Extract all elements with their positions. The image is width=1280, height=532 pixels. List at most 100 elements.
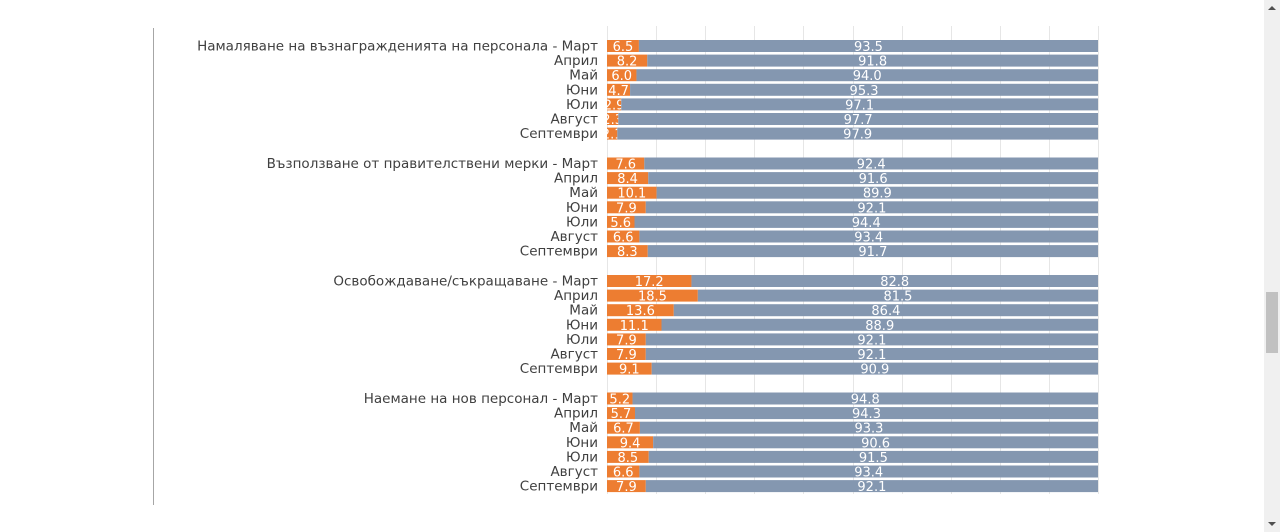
bar-segment-orange xyxy=(607,83,631,96)
data-label: 9.4 xyxy=(620,436,641,451)
data-label: 92.1 xyxy=(857,480,886,495)
bar-segment-blue xyxy=(645,480,1098,493)
category-label: Август xyxy=(550,464,598,480)
bar-segment-orange xyxy=(607,245,648,258)
category-label: Август xyxy=(550,112,598,128)
scroll-thumb[interactable] xyxy=(1266,292,1278,353)
vertical-scrollbar[interactable] xyxy=(1264,0,1280,532)
category-label: Април xyxy=(554,406,598,422)
bar-segment-orange xyxy=(607,69,637,82)
data-label: 6.6 xyxy=(613,466,634,481)
data-label: 90.6 xyxy=(861,436,890,451)
bar-segment-orange xyxy=(607,215,635,228)
category-label: Юни xyxy=(566,82,598,98)
bar-segment-orange xyxy=(607,113,619,125)
data-label: 8.4 xyxy=(617,172,638,187)
data-label: 4.7 xyxy=(608,84,629,99)
bar-segment-orange xyxy=(607,40,639,52)
data-label: 90.9 xyxy=(860,363,889,378)
data-label: 11.1 xyxy=(620,319,649,334)
data-label: 7.6 xyxy=(615,158,636,173)
data-label: 81.5 xyxy=(883,290,912,305)
bar-segment-blue xyxy=(691,275,1098,287)
bar-segment-orange xyxy=(607,230,640,243)
bar-segment-orange xyxy=(607,275,692,287)
category-label: Май xyxy=(569,303,598,319)
data-label: 91.6 xyxy=(859,172,888,187)
bar-segment-orange xyxy=(607,186,657,199)
category-label: Юли xyxy=(566,214,598,230)
bar-segment-blue xyxy=(617,127,1098,140)
bar-segment-orange xyxy=(607,304,674,317)
data-label: 93.3 xyxy=(854,422,883,437)
bar-segment-orange xyxy=(607,54,648,67)
data-label: 7.9 xyxy=(616,480,637,495)
bar-segment-blue xyxy=(634,407,1098,420)
bar-segment-blue xyxy=(648,450,1098,463)
bar-segment-orange xyxy=(607,362,652,375)
data-label: 91.8 xyxy=(858,55,887,70)
data-label: 97.7 xyxy=(844,113,873,128)
data-label: 94.3 xyxy=(852,407,881,422)
bar-segment-orange xyxy=(607,480,646,493)
bar-segment-blue xyxy=(645,201,1098,214)
data-label: 7.9 xyxy=(616,348,637,363)
category-label: Април xyxy=(554,288,598,304)
bar-segment-blue xyxy=(639,465,1098,478)
data-label: 91.5 xyxy=(859,451,888,466)
bar-segment-blue xyxy=(632,392,1098,405)
data-label: 93.4 xyxy=(854,231,883,246)
scroll-down-arrow-icon[interactable] xyxy=(1264,516,1280,532)
category-label: Септември xyxy=(520,361,598,377)
bar-segment-blue xyxy=(653,436,1098,449)
scroll-up-arrow-icon[interactable] xyxy=(1264,0,1280,16)
data-label: 6.0 xyxy=(611,69,632,84)
bar-segment-orange xyxy=(607,201,646,214)
bar-segment-orange xyxy=(607,392,633,405)
data-label: 13.6 xyxy=(626,304,655,319)
bar-segment-orange xyxy=(607,333,646,346)
data-label: 94.4 xyxy=(852,216,881,231)
category-label: Възползване от правителствени мерки - Ма… xyxy=(267,156,599,172)
bar-segment-blue xyxy=(661,318,1098,331)
bar-segment-blue xyxy=(639,230,1098,243)
data-label: 93.4 xyxy=(854,466,883,481)
bar-segment-orange xyxy=(607,465,640,478)
data-label: 97.9 xyxy=(843,128,872,143)
bar-segment-blue xyxy=(630,83,1098,96)
bar-segment-blue xyxy=(639,421,1098,434)
data-label: 2.9 xyxy=(604,98,625,113)
data-label: 89.9 xyxy=(863,187,892,202)
bar-segment-orange xyxy=(607,450,649,463)
bar-segment-blue xyxy=(645,348,1098,360)
category-labels: Намаляване на възнагражденията на персон… xyxy=(197,39,598,495)
data-label: 5.7 xyxy=(611,407,632,422)
category-label: Септември xyxy=(520,126,598,142)
category-label: Юли xyxy=(566,332,598,348)
bar-segment-orange xyxy=(607,407,635,420)
data-label: 5.2 xyxy=(609,393,630,408)
data-label: 86.4 xyxy=(871,304,900,319)
category-label: Юли xyxy=(566,449,598,465)
bars: 6.5 93.5 8.2 91.8 6.0 94.0 4.7 95.3 2.9 97.1 2.3 97… xyxy=(602,40,1098,495)
category-label: Септември xyxy=(520,479,598,495)
category-label: Август xyxy=(550,229,598,245)
bar-segment-blue xyxy=(621,98,1098,111)
category-label: Юни xyxy=(566,435,598,451)
category-label: Намаляване на възнагражденията на персон… xyxy=(197,39,598,55)
data-label: 93.5 xyxy=(854,40,883,55)
data-label: 82.8 xyxy=(880,275,909,290)
category-label: Септември xyxy=(520,244,598,260)
bar-segment-orange xyxy=(607,348,646,360)
category-label: Наемане на нов персонал - Март xyxy=(364,391,598,407)
data-label: 92.1 xyxy=(857,333,886,348)
bar-segment-blue xyxy=(645,333,1098,346)
data-label: 91.7 xyxy=(858,245,887,260)
category-label: Май xyxy=(569,420,598,436)
bar-segment-orange xyxy=(607,98,622,111)
bar-segment-orange xyxy=(607,421,640,434)
data-label: 92.4 xyxy=(857,158,886,173)
bar-segment-orange xyxy=(607,289,698,302)
category-label: Април xyxy=(554,53,598,69)
